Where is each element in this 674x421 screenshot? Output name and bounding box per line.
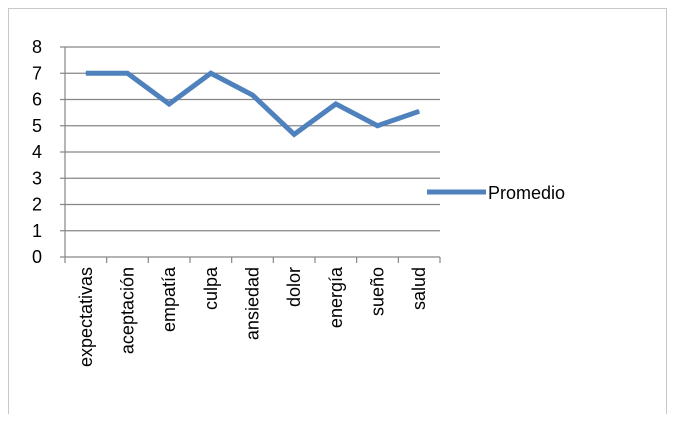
y-tick-label-8: 8 [32,37,42,57]
data-point-7 [335,103,337,105]
y-tick-label-4: 4 [32,142,42,162]
x-tick-label-8: sueño [368,267,388,316]
y-tick-label-6: 6 [32,90,42,110]
data-point-4 [210,72,212,74]
gridlines [65,46,440,232]
data-point-6 [293,133,295,135]
x-tick-label-9: salud [409,267,429,310]
x-tick-label-4: culpa [201,266,221,310]
y-tick-label-0: 0 [32,247,42,267]
chart-frame [8,8,667,414]
data-point-1 [85,72,87,74]
y-tick-label-2: 2 [32,195,42,215]
x-axis-ticks: expectativas aceptación empatía culpa ansied… [76,266,429,367]
x-tick-label-7: energía [326,266,346,328]
x-tick-label-5: ansiedad [243,267,263,340]
legend: Promedio [427,183,565,203]
data-point-3 [168,103,170,105]
series [85,70,420,138]
data-point-2 [127,72,128,74]
x-tick-label-6: dolor [284,267,304,307]
data-point-9 [418,110,420,112]
x-tick-label-3: empatía [159,266,179,332]
x-tick-label-1: expectativas [76,267,96,367]
x-tick-label-2: aceptación [118,267,138,354]
y-tick-label-7: 7 [32,63,42,83]
y-tick-label-5: 5 [32,116,42,136]
data-point-8 [377,125,378,127]
y-tick-label-3: 3 [32,168,42,188]
legend-label-promedio: Promedio [488,183,565,203]
y-axis-ticks: 0 1 2 3 4 5 6 7 8 [32,37,42,267]
y-tick-label-1: 1 [32,221,42,241]
axes [60,46,441,263]
data-point-5 [252,94,253,96]
